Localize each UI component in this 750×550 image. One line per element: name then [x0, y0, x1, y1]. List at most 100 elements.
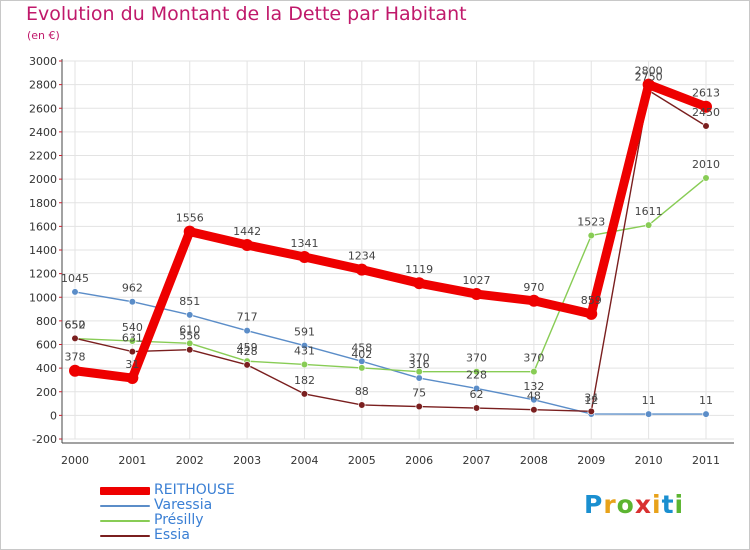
y-tick-label: 2200: [29, 150, 57, 163]
brand-letter: i: [674, 490, 685, 519]
data-point: [587, 231, 595, 240]
y-tick-label: -200: [32, 433, 57, 446]
data-point: [530, 368, 538, 376]
data-point: [183, 225, 196, 238]
brand-letter: i: [652, 490, 662, 519]
x-tick-label: 2002: [176, 454, 204, 467]
legend-label: Essia: [154, 527, 190, 543]
series-line-présilly: [74, 177, 707, 373]
data-label: 540: [122, 321, 143, 334]
y-tick-label: 1800: [29, 197, 57, 210]
data-label: 378: [65, 351, 86, 364]
x-tick-label: 2008: [520, 454, 548, 467]
data-point: [300, 341, 309, 350]
x-tick-label: 2011: [692, 454, 720, 467]
data-label: 650: [65, 319, 86, 332]
brand-logo: Proxiti: [584, 490, 684, 519]
data-label: 370: [466, 352, 487, 365]
data-label: 62: [470, 388, 484, 401]
data-label: 11: [699, 394, 713, 407]
data-label: 1119: [405, 263, 433, 276]
y-tick-label: 1200: [29, 268, 57, 281]
data-label: 591: [294, 326, 315, 339]
data-label: 1341: [290, 237, 318, 250]
data-label: 370: [523, 352, 544, 365]
data-point: [126, 372, 139, 385]
data-label: 859: [581, 294, 602, 307]
data-label: 88: [355, 385, 369, 398]
y-tick-label: 400: [36, 362, 57, 375]
brand-letter: x: [634, 490, 652, 519]
data-point: [472, 384, 481, 393]
data-label: 431: [294, 344, 315, 357]
x-tick-label: 2003: [233, 454, 261, 467]
data-point: [642, 78, 655, 91]
x-tick-label: 2009: [577, 454, 605, 467]
y-tick-label: 2000: [29, 173, 57, 186]
data-label: 132: [523, 380, 544, 393]
data-label: 2613: [692, 87, 720, 100]
brand-letter: o: [616, 490, 635, 519]
data-point: [700, 100, 712, 113]
data-point: [128, 347, 136, 356]
data-point: [71, 334, 79, 342]
y-tick-label: 2400: [29, 126, 57, 139]
data-label: 2800: [635, 65, 663, 78]
data-label: 182: [294, 374, 315, 387]
series-line-essia: [74, 89, 707, 413]
data-label: 1045: [61, 272, 89, 285]
data-point: [585, 307, 598, 320]
data-label: 652: [65, 318, 86, 331]
data-point: [415, 402, 423, 411]
x-tick-label: 2007: [463, 454, 491, 467]
data-point: [300, 360, 309, 369]
legend-swatch: [100, 505, 150, 507]
data-label: 402: [351, 348, 372, 361]
y-tick-label: 200: [36, 386, 57, 399]
x-tick-label: 2001: [118, 454, 146, 467]
x-tick-label: 2006: [405, 454, 433, 467]
data-label: 1611: [635, 205, 663, 218]
data-label: 12: [584, 394, 598, 407]
y-tick-label: 1600: [29, 220, 57, 233]
data-point: [645, 410, 653, 418]
data-label: 717: [237, 311, 258, 324]
brand-letter: P: [584, 490, 604, 519]
data-label: 962: [122, 282, 143, 295]
y-tick-label: 0: [50, 409, 57, 422]
data-point: [128, 298, 136, 306]
x-tick-label: 2005: [348, 454, 376, 467]
data-label: 459: [237, 341, 258, 354]
legend-swatch: [100, 535, 150, 537]
data-point: [298, 250, 311, 263]
data-point: [358, 401, 366, 409]
data-label: 428: [237, 345, 258, 358]
data-label: 11: [642, 394, 656, 407]
data-point: [355, 263, 368, 276]
data-point: [413, 277, 426, 290]
data-label: 851: [179, 295, 200, 308]
data-label: 610: [179, 323, 200, 336]
data-point: [69, 364, 81, 377]
data-label: 2750: [635, 71, 663, 84]
y-tick-label: 1400: [29, 244, 57, 257]
data-point: [530, 406, 538, 414]
chart-unit: (en €): [27, 29, 60, 42]
data-label: 370: [409, 352, 430, 365]
data-label: 75: [412, 387, 426, 400]
data-label: 316: [409, 358, 430, 371]
data-label: 631: [122, 332, 143, 345]
brand-letter: r: [603, 490, 617, 519]
data-point: [702, 174, 710, 182]
data-point: [645, 221, 653, 229]
data-point: [470, 288, 483, 301]
y-tick-label: 800: [36, 315, 57, 328]
data-point: [415, 368, 423, 376]
data-label: 970: [523, 281, 544, 294]
data-point: [530, 396, 538, 404]
data-point: [241, 239, 254, 252]
series-line-varessia: [74, 291, 707, 415]
data-point: [186, 311, 194, 319]
data-point: [300, 390, 309, 398]
